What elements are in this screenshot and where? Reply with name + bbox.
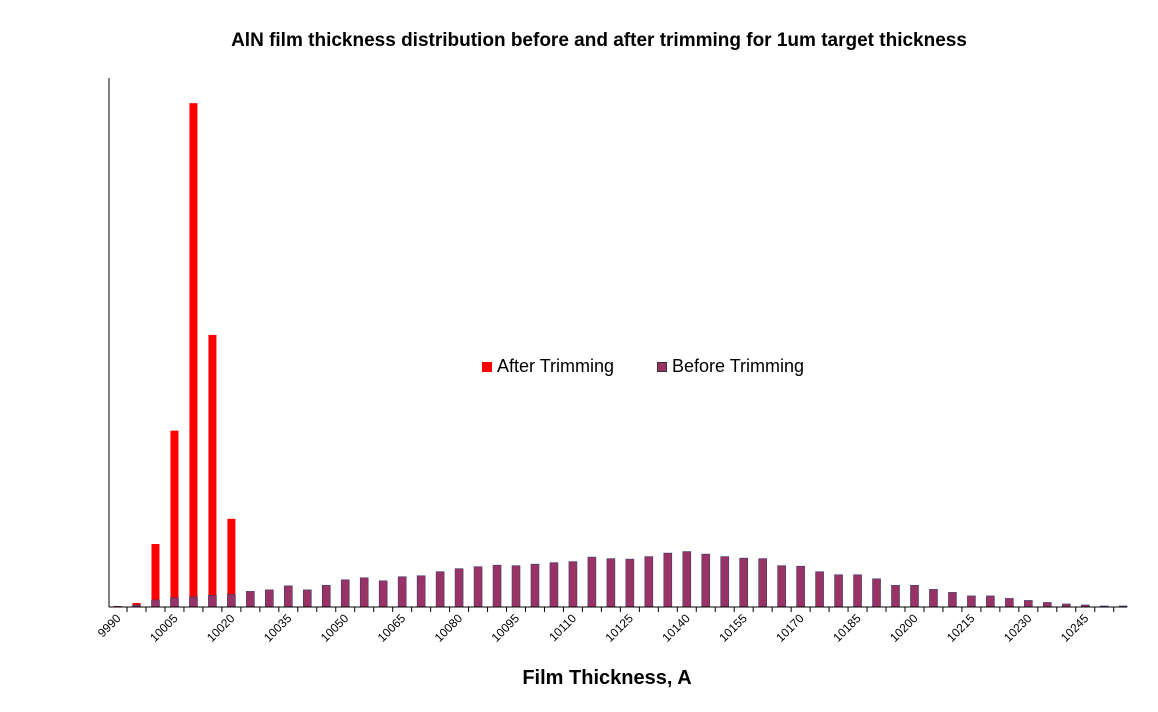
- bar-before-27: [625, 558, 635, 608]
- bar-before-7: [246, 591, 255, 608]
- bar-before-11: [321, 585, 331, 608]
- bar-after-2: [151, 544, 160, 607]
- legend-label-before: Before Trimming: [672, 356, 805, 376]
- bar-before-47: [1005, 598, 1014, 608]
- bar-before-32: [720, 556, 730, 608]
- bar-before-18: [454, 568, 464, 608]
- bar-before-25: [587, 556, 597, 608]
- x-axis-tick-labels: 9990 10005 10020 10035 10050 10065 10080 10095 1…: [95, 611, 1092, 645]
- bar-before-48: [1024, 600, 1033, 608]
- bar-before-12: [340, 579, 350, 608]
- bar-before-22: [530, 563, 540, 608]
- bar-after-5: [208, 334, 217, 607]
- x-tick-label-0: 9990: [95, 611, 124, 640]
- bar-before-28: [644, 556, 654, 608]
- x-axis-ticks: [126, 607, 1115, 612]
- x-tick-label-2: 10020: [204, 611, 238, 645]
- x-tick-label-4: 10050: [318, 611, 352, 645]
- bar-before-38: [834, 574, 843, 608]
- legend-swatch-before: [657, 361, 667, 372]
- x-tick-label-3: 10035: [261, 611, 295, 645]
- bar-before-33: [739, 557, 749, 608]
- bar-before-42: [910, 585, 919, 608]
- x-tick-label-12: 10170: [773, 611, 807, 645]
- bar-before-39: [853, 574, 862, 608]
- x-tick-label-15: 10215: [944, 611, 978, 645]
- before-trimming-bars: [113, 551, 1128, 608]
- bar-before-35: [777, 565, 786, 608]
- x-tick-label-14: 10200: [887, 611, 921, 645]
- bar-before-49: [1043, 602, 1052, 608]
- bar-before-4: [189, 596, 198, 608]
- x-axis-title: Film Thickness, A: [522, 667, 692, 689]
- bar-before-15: [397, 576, 407, 608]
- bar-before-14: [378, 580, 388, 608]
- bar-before-24: [568, 561, 578, 608]
- x-tick-label-16: 10230: [1001, 611, 1035, 645]
- bar-after-6: [227, 518, 236, 607]
- legend-item-after: After Trimming: [482, 356, 614, 377]
- after-trimming-bars: [113, 103, 236, 607]
- bar-before-46: [986, 595, 995, 608]
- bar-before-40: [872, 578, 881, 608]
- x-tick-label-6: 10080: [432, 611, 466, 645]
- bar-before-45: [967, 595, 976, 608]
- x-tick-label-9: 10125: [602, 611, 636, 645]
- bar-before-16: [416, 575, 426, 608]
- x-tick-label-10: 10140: [659, 611, 693, 645]
- bar-before-26: [606, 558, 616, 608]
- bar-before-9: [284, 585, 293, 608]
- bar-after-3: [170, 430, 179, 607]
- bar-before-13: [359, 577, 369, 608]
- bar-before-8: [265, 589, 274, 608]
- bar-before-41: [891, 585, 900, 608]
- bar-before-10: [302, 589, 312, 608]
- chart-title: AlN film thickness distribution before a…: [231, 30, 967, 51]
- legend-label-after: After Trimming: [497, 356, 615, 376]
- bar-before-36: [796, 565, 805, 608]
- bar-before-20: [492, 564, 502, 608]
- bar-before-30: [682, 551, 692, 608]
- bar-before-29: [663, 552, 673, 608]
- bar-before-2: [151, 599, 160, 608]
- x-tick-label-11: 10155: [716, 611, 750, 645]
- bar-before-17: [435, 571, 445, 608]
- x-tick-label-17: 10245: [1058, 611, 1092, 645]
- x-tick-label-13: 10185: [830, 611, 864, 645]
- x-tick-label-8: 10110: [546, 611, 579, 644]
- bar-before-34: [758, 558, 767, 608]
- bar-before-44: [948, 592, 957, 608]
- bar-before-31: [701, 553, 711, 608]
- x-tick-label-1: 10005: [147, 611, 181, 645]
- legend-swatch-after: [482, 361, 492, 372]
- bar-before-5: [208, 595, 217, 608]
- bar-before-21: [511, 565, 521, 608]
- bar-before-43: [929, 589, 938, 608]
- legend-item-before: Before Trimming: [657, 356, 804, 377]
- bar-before-23: [549, 562, 559, 608]
- x-tick-label-5: 10065: [375, 611, 409, 645]
- bar-before-37: [815, 571, 824, 608]
- bar-after-4: [189, 103, 198, 607]
- x-tick-label-7: 10095: [489, 611, 523, 645]
- bar-before-19: [473, 566, 483, 608]
- bar-before-6: [227, 594, 236, 608]
- bar-before-3: [170, 597, 179, 608]
